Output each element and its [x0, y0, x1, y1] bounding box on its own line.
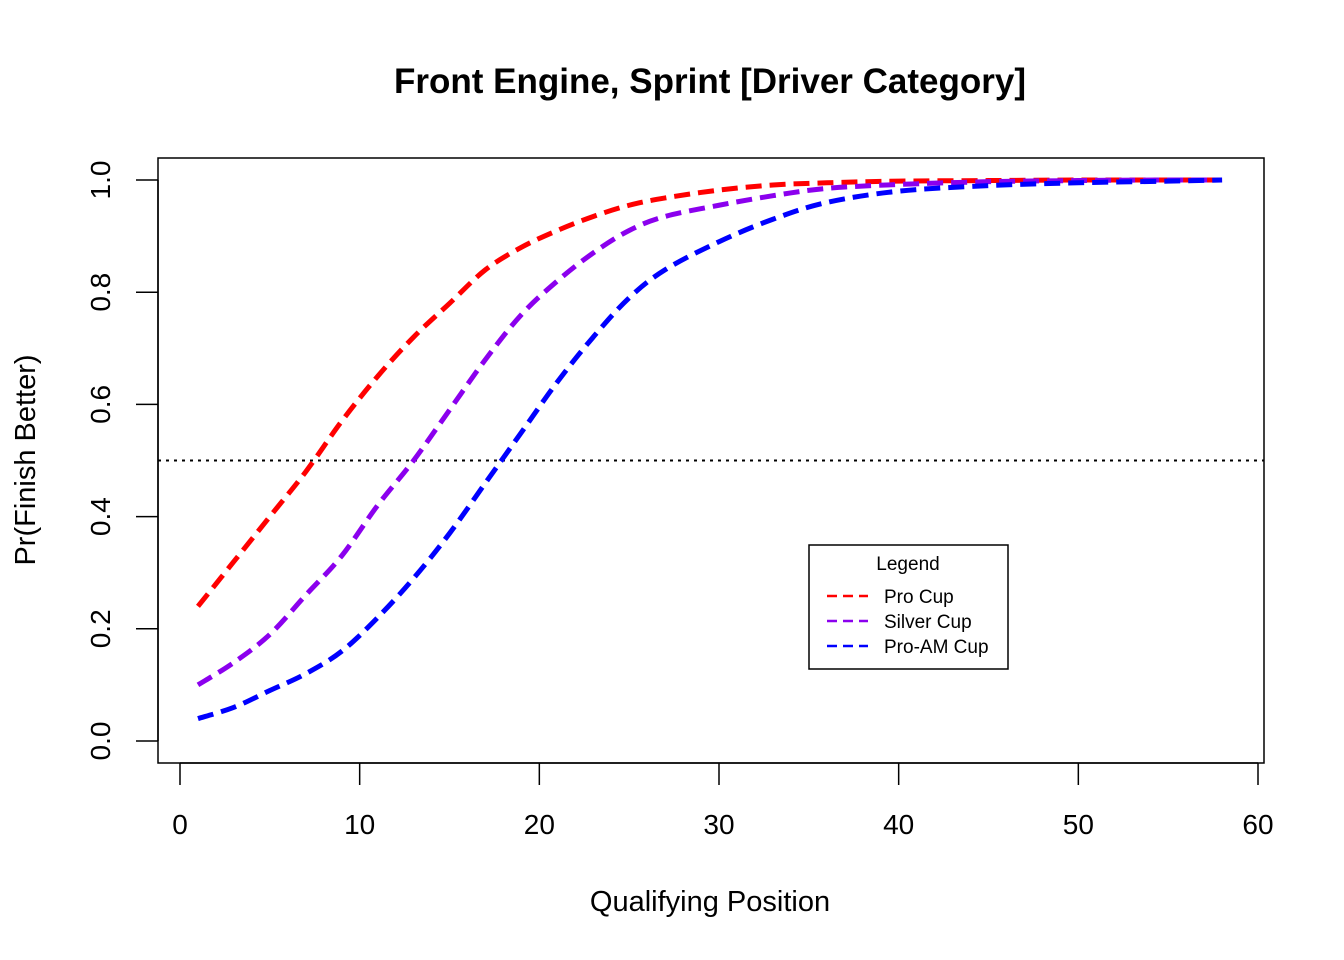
legend-label-pro-am-cup: Pro-AM Cup: [884, 637, 989, 658]
y-tick-label: 0.2: [85, 609, 116, 648]
x-tick-label: 10: [344, 809, 375, 840]
legend-label-pro-cup: Pro Cup: [884, 587, 954, 608]
y-axis: 0.0 0.2 0.4 0.6 0.8 1.0: [85, 161, 159, 761]
y-tick-label: 0.6: [85, 385, 116, 424]
y-tick-label: 0.8: [85, 273, 116, 312]
legend-box: [808, 544, 1009, 670]
legend-entries: Pro Cup Silver Cup Pro-AM Cup: [827, 587, 989, 658]
x-axis-label: Qualifying Position: [590, 886, 830, 918]
y-axis-label: Pr(Finish Better): [10, 354, 42, 565]
x-tick-label: 20: [524, 809, 555, 840]
x-tick-label: 60: [1242, 809, 1273, 840]
y-tick-label: 0.0: [85, 722, 116, 761]
legend: Legend Pro Cup Silver Cup Pro-AM Cup: [808, 544, 1009, 670]
x-tick-label: 40: [883, 809, 914, 840]
series-line-pro-cup: [196, 177, 1223, 608]
series-line-silver-cup: [196, 177, 1223, 688]
legend-label-silver-cup: Silver Cup: [884, 612, 972, 633]
chart-title: Front Engine, Sprint [Driver Category]: [394, 62, 1026, 101]
x-tick-label: 30: [703, 809, 734, 840]
x-tick-label: 50: [1063, 809, 1094, 840]
series-group: [196, 177, 1223, 721]
legend-title: Legend: [876, 554, 939, 575]
series-line-pro-am-cup: [197, 177, 1223, 721]
y-tick-label: 0.4: [85, 497, 116, 536]
x-tick-label: 0: [172, 809, 188, 840]
y-tick-label: 1.0: [85, 161, 116, 200]
x-axis: 0 10 20 30 40 50 60: [172, 762, 1274, 840]
